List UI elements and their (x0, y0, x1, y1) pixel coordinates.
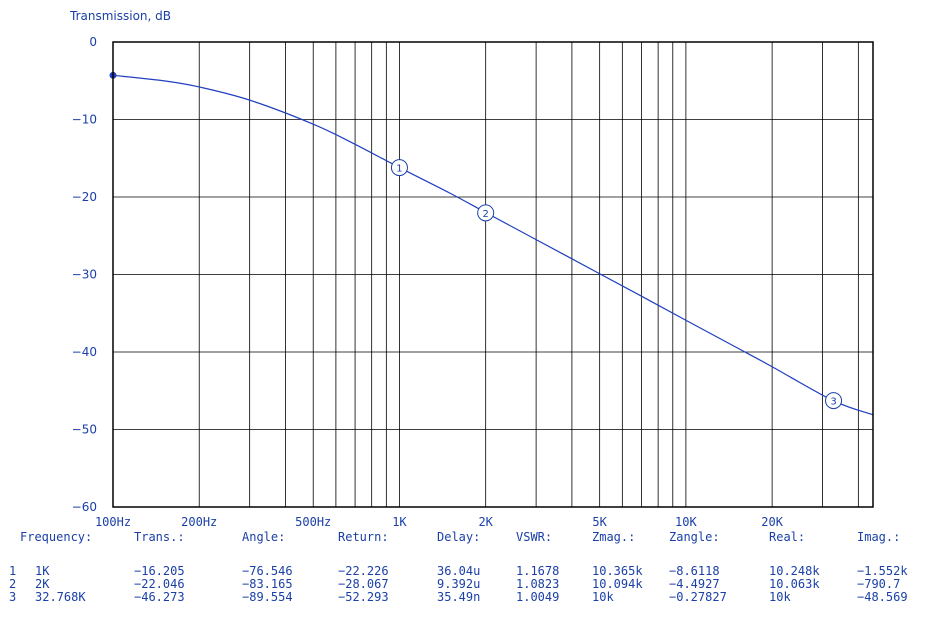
readout-row-index: 1 (9, 564, 17, 578)
readout-row-index: 2 (9, 577, 17, 591)
readout-cell-real: 10.063k (769, 577, 820, 591)
x-tick-label: 5K (592, 515, 607, 529)
readout-cell-zmag: 10.365k (592, 564, 643, 578)
readout-cell-zangle: −4.4927 (669, 577, 720, 591)
readout-header-cell: Imag.: (857, 530, 901, 544)
readout-cell-freq: 32.768K (35, 590, 86, 604)
marker-label: 1 (396, 164, 402, 175)
readout-cell-vswr: 1.1678 (516, 564, 560, 578)
marker-label: 2 (482, 209, 488, 220)
readout-header-cell: Frequency: (20, 530, 93, 544)
x-tick-label: 200Hz (181, 515, 217, 529)
readout-header-cell: Delay: (437, 530, 481, 544)
chart-grid (113, 41, 873, 508)
readout-header-cell: Real: (769, 530, 806, 544)
marker-circle (390, 159, 408, 177)
readout-cell-real: 10k (769, 590, 791, 604)
readout-cell-freq: 1K (35, 564, 50, 578)
y-tick-label: 0 (89, 35, 97, 49)
y-tick-label: −60 (72, 500, 97, 514)
marker-2: 2 (477, 204, 495, 222)
readout-cell-imag: −1.552k (857, 564, 908, 578)
readout-cell-zmag: 10.094k (592, 577, 643, 591)
y-tick-label: −40 (72, 345, 97, 359)
marker-circle (477, 204, 495, 222)
y-tick-label: −10 (72, 113, 97, 127)
transmission-curve (112, 74, 874, 416)
readout-cell-angle: −89.554 (242, 590, 293, 604)
readout-header-cell: Angle: (242, 530, 286, 544)
readout-cell-ret: −52.293 (338, 590, 389, 604)
marker-circle (825, 392, 843, 410)
readout-cell-vswr: 1.0823 (516, 577, 560, 591)
plot-frame (112, 41, 874, 508)
readout-cell-zmag: 10k (592, 590, 614, 604)
readout-cell-real: 10.248k (769, 564, 820, 578)
readout-cell-delay: 35.49n (437, 590, 481, 604)
readout-cell-zangle: −8.6118 (669, 564, 720, 578)
marker-label: 3 (830, 397, 836, 408)
marker-3: 3 (825, 392, 843, 410)
x-tick-label: 500Hz (295, 515, 331, 529)
x-tick-label: 100Hz (95, 515, 131, 529)
readout-cell-angle: −76.546 (242, 564, 293, 578)
readout-cell-trans: −46.273 (134, 590, 185, 604)
marker-readout-table: Frequency: Trans.: Angle: Return: Delay: VSWR… (0, 529, 942, 628)
readout-header-cell: Return: (338, 530, 389, 544)
readout-header-cell: Zmag.: (592, 530, 636, 544)
y-tick-label: −30 (72, 268, 97, 282)
readout-cell-delay: 36.04u (437, 564, 481, 578)
readout-cell-ret: −22.226 (338, 564, 389, 578)
y-tick-label: −50 (72, 423, 97, 437)
x-tick-label: 10K (675, 515, 697, 529)
readout-cell-ret: −28.067 (338, 577, 389, 591)
x-tick-label: 1K (392, 515, 407, 529)
transmission-chart: Transmission, dB 0 −10 −20 −30 −40 −50 −60 100… (69, 9, 874, 529)
readout-cell-freq: 2K (35, 577, 50, 591)
x-tick-label: 2K (478, 515, 493, 529)
readout-cell-imag: −48.569 (857, 590, 908, 604)
readout-cell-trans: −16.205 (134, 564, 185, 578)
x-tick-labels: 100Hz 200Hz 500Hz 1K 2K 5K 10K 20K (95, 515, 784, 529)
y-tick-label: −20 (72, 190, 97, 204)
readout-row-index: 3 (9, 590, 17, 604)
marker-1: 1 (390, 159, 408, 177)
readout-cell-angle: −83.165 (242, 577, 293, 591)
y-axis-title: Transmission, dB (69, 9, 171, 23)
readout-cell-delay: 9.392u (437, 577, 481, 591)
readout-cell-imag: −790.7 (857, 577, 901, 591)
readout-header-cell: VSWR: (516, 530, 553, 544)
marker-group: 1 2 3 (390, 159, 843, 410)
readout-header-cell: Zangle: (669, 530, 720, 544)
y-tick-labels: 0 −10 −20 −30 −40 −50 −60 (72, 35, 97, 514)
readout-cell-zangle: −0.27827 (669, 590, 727, 604)
x-tick-label: 20K (761, 515, 783, 529)
readout-cell-trans: −22.046 (134, 577, 185, 591)
readout-header-cell: Trans.: (134, 530, 185, 544)
readout-cell-vswr: 1.0049 (516, 590, 560, 604)
